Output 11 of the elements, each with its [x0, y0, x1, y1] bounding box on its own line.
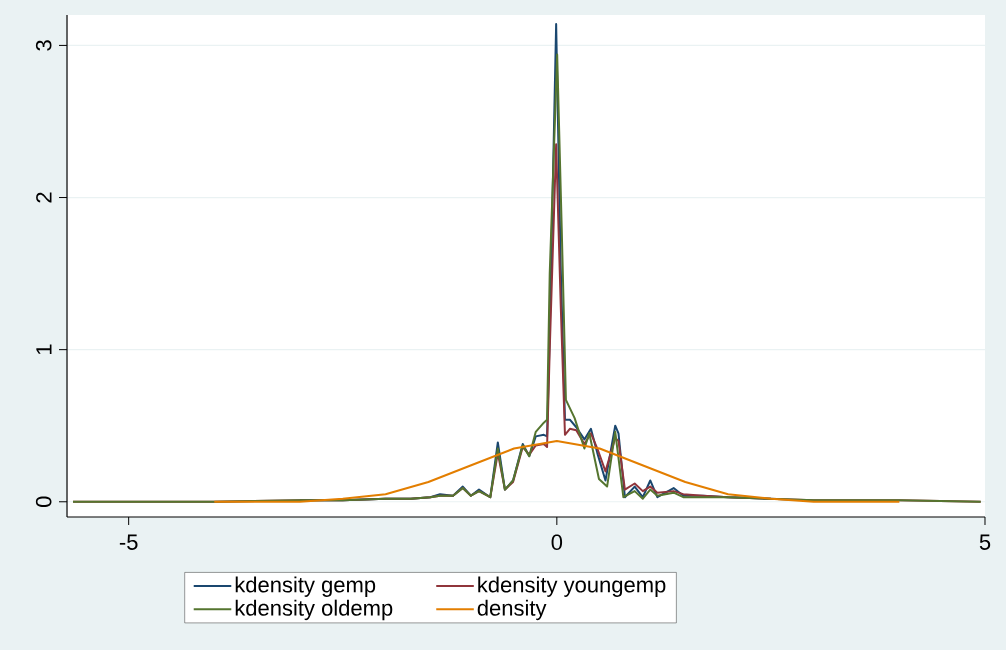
legend-label: kdensity gemp	[235, 576, 376, 597]
x-tick-label: 5	[979, 534, 991, 550]
y-tick-label: 2	[36, 192, 52, 203]
x-tick-label: -5	[119, 534, 138, 550]
legend-label: kdensity oldemp	[235, 599, 393, 621]
y-tick-label: 1	[36, 344, 52, 355]
y-tick-label: 3	[35, 40, 52, 51]
y-tick-label: 0	[35, 496, 52, 508]
legend-label: density	[477, 599, 547, 621]
legend-label: kdensity youngemp	[478, 576, 666, 597]
x-tick-label: 0	[551, 534, 563, 551]
